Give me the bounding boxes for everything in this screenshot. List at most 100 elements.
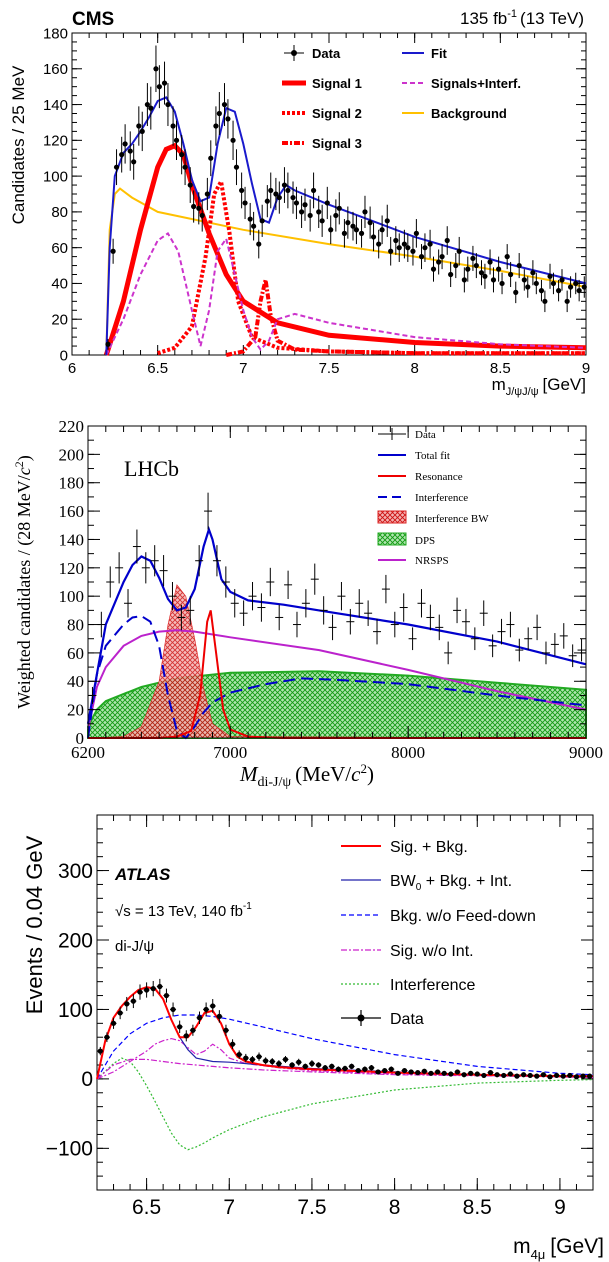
data-point [547,1074,554,1080]
data-marker [256,241,262,247]
data-point [368,1065,375,1071]
lhcb-curve-nrsps [87,629,587,730]
data-marker [439,254,445,260]
lhcb-y-axis-title: Weighted candidates / (28 MeV/c2) [12,455,35,708]
x-tick-label: 7.5 [319,360,340,377]
data-point [316,195,322,228]
data-marker [148,105,154,111]
data-point [117,1006,124,1020]
data-marker [413,230,419,236]
data-point [573,272,579,295]
atlas-legend: Sig. + Bkg. BW0 + Bkg. + Int. Bkg. w/o F… [341,839,536,1028]
data-point [229,1039,236,1050]
lhcb-y-axis: 0 20 40 60 80 100 120 140 160 180 200 220 [59,417,586,748]
data-marker [355,1067,361,1074]
data-marker [263,1058,269,1064]
y-tick-label: 120 [43,133,68,150]
data-point [293,186,300,220]
data-marker [210,1003,216,1009]
data-marker [367,220,373,226]
cms-y-axis: 0 20 40 60 80 100 120 140 160 180 [43,25,586,364]
data-point [401,1067,408,1074]
data-marker [384,218,390,224]
y-tick-label: 160 [59,502,85,521]
data-marker [454,1069,461,1075]
data-point [307,199,313,232]
data-point [156,65,162,109]
data-point [163,988,170,1003]
data-marker [268,187,274,194]
data-point [346,608,355,635]
data-point [156,978,163,995]
data-point [478,260,485,286]
data-point [376,229,382,259]
data-point [487,249,493,275]
x-tick-label: 9 [554,1196,566,1219]
data-point [328,215,334,245]
data-marker [533,280,539,287]
data-marker [281,182,288,188]
data-marker [573,1074,580,1080]
lhcb-legend-interference: Interference [378,492,468,504]
data-marker [276,194,282,201]
data-point [262,1057,269,1065]
data-marker [144,987,150,993]
data-point [225,99,231,139]
data-point [266,567,275,597]
data-point [127,131,133,171]
data-point [170,1002,177,1017]
data-marker [136,123,142,129]
data-point [168,582,177,611]
svg-text:Bkg. w/o Feed-down: Bkg. w/o Feed-down [390,908,536,925]
data-marker [233,164,240,170]
data-point [105,338,111,350]
data-point [141,552,150,584]
data-point [186,596,195,625]
data-marker [290,194,296,201]
data-marker [124,1001,130,1007]
data-point [251,211,257,241]
data-marker [508,271,514,278]
cms-curve-signal-1 [103,142,587,356]
data-point [209,999,216,1013]
data-point [123,996,130,1011]
data-marker [481,1072,487,1079]
data-marker [256,1054,262,1060]
data-point [401,229,407,259]
data-marker [119,152,125,158]
data-marker [388,248,394,254]
data-marker [236,1051,242,1058]
data-marker [183,1033,189,1039]
data-marker [456,248,462,254]
data-point [275,1060,282,1068]
data-point [515,638,524,662]
data-point [447,1071,454,1077]
data-point [581,276,587,298]
data-marker [567,1072,573,1079]
data-point [148,86,154,130]
data-point [521,269,527,291]
cms-panel: CMS 135 fb-1 (13 TeV) 0 20 40 60 80 100 120 140 1… [9,8,590,398]
data-point [176,1020,183,1034]
data-marker [587,1073,593,1079]
data-point [508,261,514,288]
data-point [507,1071,514,1077]
data-point [559,623,568,649]
data-marker [196,1015,203,1021]
data-point [230,589,239,618]
y-tick-label: 180 [43,25,68,42]
data-marker [368,1065,375,1071]
data-marker [110,1020,117,1026]
svg-text:BW0 + Bkg. + Int.: BW0 + Bkg. + Int. [390,873,512,893]
data-point [289,1062,296,1068]
data-marker [322,1065,328,1071]
data-point [221,83,228,127]
data-point [461,608,470,635]
data-marker [319,218,325,224]
data-point [538,279,545,302]
data-point [566,1072,573,1079]
data-point [139,111,145,152]
data-point [204,492,213,530]
y-tick-label: 140 [59,530,85,549]
data-point [444,226,450,255]
